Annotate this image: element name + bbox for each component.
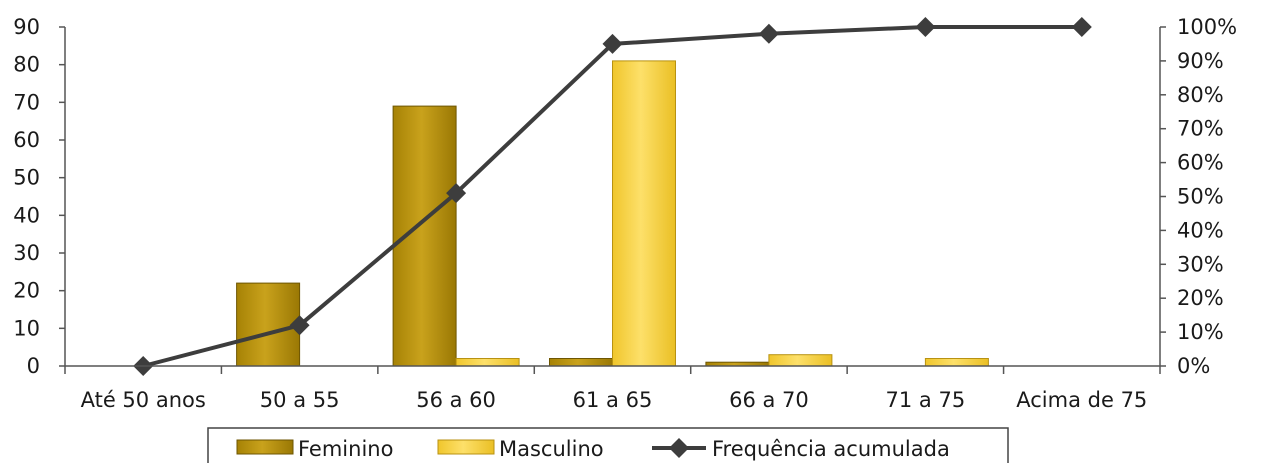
y-right-tick-label: 40% xyxy=(1177,218,1224,242)
x-tick-label: 50 a 55 xyxy=(260,388,340,412)
axes-layer: 0 10 20 30 40 50 60 70 80 90 0% 10% 20% 30% 40% 50% 60% 7… xyxy=(13,15,1237,412)
y-right-tick-label: 20% xyxy=(1177,286,1224,310)
y-right-tick-label: 30% xyxy=(1177,252,1224,276)
x-tick-label: 71 a 75 xyxy=(886,388,966,412)
y-left-tick-label: 90 xyxy=(13,15,40,39)
x-tick-label: 56 a 60 xyxy=(416,388,496,412)
x-tick-label: 66 a 70 xyxy=(729,388,809,412)
y-left-tick-label: 0 xyxy=(27,354,40,378)
bar-masculino-5 xyxy=(924,358,989,367)
y-left-tick-label: 10 xyxy=(13,316,40,340)
line-marker-3 xyxy=(602,33,623,54)
legend-label: Feminino xyxy=(298,437,393,461)
legend-swatch-feminino xyxy=(236,439,294,455)
legend-label: Masculino xyxy=(499,437,604,461)
bar-feminino-1 xyxy=(236,282,301,367)
x-tick-label: Até 50 anos xyxy=(81,388,206,412)
y-right-tick-label: 0% xyxy=(1177,354,1210,378)
bars-layer xyxy=(236,60,989,367)
x-tick-label: 61 a 65 xyxy=(573,388,653,412)
bar-feminino-3 xyxy=(549,358,613,367)
line-marker-1 xyxy=(289,315,310,336)
y-right-tick-label: 100% xyxy=(1177,15,1237,39)
legend: Feminino Masculino Frequência acumulada xyxy=(207,427,1009,463)
y-left-tick-label: 30 xyxy=(13,241,40,265)
x-tick-label: Acima de 75 xyxy=(1016,388,1147,412)
bar-masculino-4 xyxy=(768,354,833,367)
legend-swatch-masculino xyxy=(437,439,495,455)
y-left-tick-label: 60 xyxy=(13,128,40,152)
line-marker-2 xyxy=(446,183,467,204)
legend-box xyxy=(207,427,1009,463)
line-marker-5 xyxy=(915,17,936,37)
y-left-tick-label: 70 xyxy=(13,90,40,114)
y-left-tick-label: 40 xyxy=(13,203,40,227)
y-left-tick-label: 20 xyxy=(13,279,40,303)
y-right-tick-label: 50% xyxy=(1177,185,1224,209)
y-right-tick-label: 10% xyxy=(1177,320,1224,344)
y-left-tick-label: 80 xyxy=(13,53,40,77)
legend-swatch-marker xyxy=(669,438,689,458)
y-right-tick-label: 60% xyxy=(1177,151,1224,175)
bar-masculino-2 xyxy=(455,358,520,367)
line-marker-4 xyxy=(758,23,779,44)
line-layer xyxy=(133,17,1092,376)
line-marker-6 xyxy=(1071,17,1092,37)
legend-label: Frequência acumulada xyxy=(712,437,950,461)
y-left-tick-label: 50 xyxy=(13,166,40,190)
y-right-tick-label: 70% xyxy=(1177,117,1224,141)
y-right-tick-label: 80% xyxy=(1177,83,1224,107)
y-right-tick-label: 90% xyxy=(1177,49,1224,73)
bar-masculino-3 xyxy=(612,60,676,367)
